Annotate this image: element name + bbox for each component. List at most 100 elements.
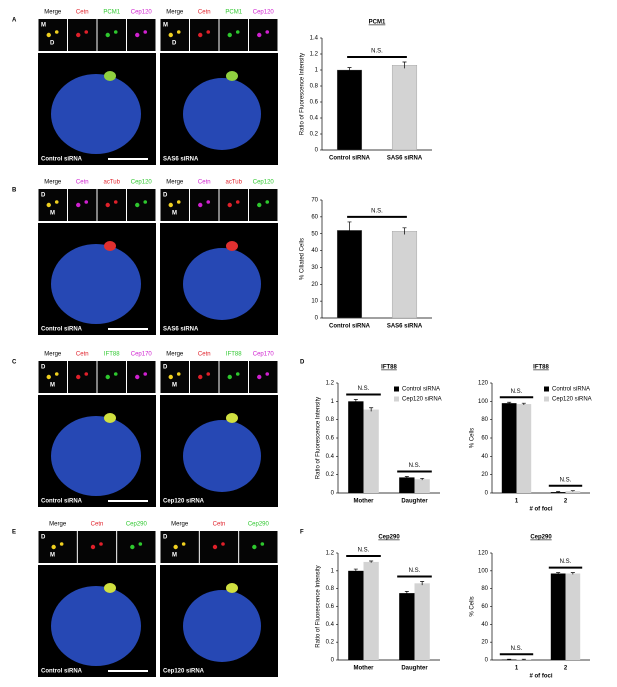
inset-mark: D: [41, 365, 46, 371]
channel-label: Cep170: [253, 352, 275, 358]
channel-label: Cep120: [253, 10, 275, 16]
annotation: N.S.: [560, 559, 572, 565]
y-tick-label: 30: [311, 265, 318, 271]
nucleus: [183, 590, 261, 662]
bar: [391, 65, 418, 151]
inset-signal: [105, 32, 110, 38]
caption: Control siRNA: [41, 327, 83, 333]
channel-label: PCM1: [225, 10, 242, 16]
bar: [363, 409, 379, 493]
inset-signal: [198, 32, 203, 38]
inset-image: [38, 361, 67, 393]
inset-signal: [235, 30, 240, 34]
y-tick-label: 0: [315, 316, 319, 322]
inset-signal: [90, 544, 96, 550]
error-bar: [521, 402, 526, 405]
channel-label: Cetn: [76, 352, 89, 358]
y-tick-label: 1.2: [326, 551, 335, 557]
inset-mark: D: [163, 193, 168, 199]
error-bar: [402, 227, 407, 235]
inset-signal: [54, 30, 59, 34]
inset-signal: [59, 542, 64, 546]
x-axis-label: # of foci: [529, 674, 552, 680]
y-tick-label: 0.2: [310, 132, 319, 138]
bar: [336, 230, 363, 319]
error-bar: [420, 581, 425, 586]
legend-label: Control siRNA: [552, 387, 590, 393]
bar: [399, 477, 415, 493]
inset-mark: M: [172, 553, 177, 559]
inset-signal: [143, 30, 148, 34]
channel-label: Cetn: [76, 10, 89, 16]
y-tick-label: 120: [478, 551, 489, 557]
inset-mark: M: [50, 211, 55, 217]
inset-image: [97, 19, 126, 51]
bar: [550, 573, 566, 660]
y-tick-label: 0.6: [326, 604, 335, 610]
nucleus: [51, 416, 141, 496]
inset-signal: [135, 374, 140, 380]
inset-signal: [265, 30, 270, 34]
error-bar: [521, 658, 526, 660]
inset-signal: [235, 372, 240, 376]
channel-label: Cetn: [91, 522, 104, 528]
bar: [348, 570, 364, 660]
bar: [414, 583, 430, 660]
x-tick-label: 2: [564, 499, 568, 505]
channel-label: Cetn: [198, 10, 211, 16]
inset-signal: [181, 542, 186, 546]
inset-mark: M: [172, 211, 177, 217]
legend-label: Control siRNA: [402, 387, 440, 393]
legend-swatch: [394, 386, 399, 392]
inset-image: [38, 531, 77, 563]
y-tick-label: 80: [481, 586, 488, 592]
inset-image: [77, 531, 117, 563]
channel-label: Cep120: [253, 180, 275, 186]
nucleus: [51, 586, 141, 666]
y-tick-label: 1.2: [326, 381, 335, 387]
bar: [550, 492, 566, 493]
y-axis-label: % Cells: [470, 428, 476, 448]
inset-signal: [206, 200, 211, 204]
y-tick-label: 0.2: [326, 472, 335, 478]
inset-signal: [221, 542, 225, 546]
inset-signal: [176, 30, 181, 34]
inset-signal: [265, 200, 270, 204]
y-tick-label: 20: [311, 282, 318, 288]
error-bar: [347, 221, 352, 239]
centrosome-signal: [104, 241, 116, 251]
error-bar: [556, 572, 561, 575]
inset-signal: [198, 202, 203, 208]
inset-image: [68, 361, 97, 393]
inset-signal: [135, 32, 140, 38]
inset-signal: [105, 374, 110, 380]
y-tick-label: 0: [485, 658, 489, 664]
annotation: N.S.: [560, 477, 572, 483]
y-axis-label: % Cells: [470, 596, 476, 616]
inset-signal: [105, 202, 110, 208]
y-tick-label: 0.8: [310, 84, 319, 90]
inset-signal: [235, 200, 240, 204]
inset-signal: [176, 200, 181, 204]
inset-signal: [227, 202, 232, 208]
channel-label: Merge: [44, 10, 62, 16]
inset-signal: [54, 372, 59, 376]
x-tick-label: Mother: [354, 499, 375, 505]
error-bar: [404, 590, 409, 595]
error-bar: [369, 407, 374, 412]
inset-image: [239, 531, 278, 563]
bar: [414, 479, 430, 493]
nucleus: [183, 420, 261, 492]
nucleus: [51, 244, 141, 324]
inset-signal: [46, 374, 51, 380]
y-tick-label: 20: [481, 640, 488, 646]
bar: [399, 593, 415, 660]
inset-mark: D: [163, 535, 168, 541]
channel-label: Cep290: [248, 522, 270, 528]
centrosome-signal: [226, 413, 238, 423]
channel-label: Merge: [166, 352, 184, 358]
error-bar: [420, 477, 425, 481]
channel-label: IFT88: [104, 352, 120, 358]
annotation: N.S.: [371, 49, 383, 55]
channel-label: Cetn: [213, 522, 226, 528]
